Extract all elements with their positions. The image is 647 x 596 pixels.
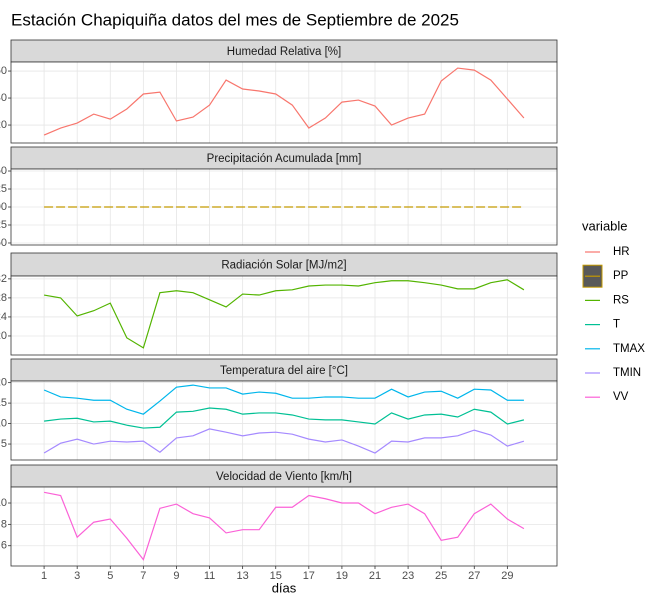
x-tick-label: 3	[74, 570, 80, 582]
series-line	[44, 407, 525, 429]
x-tick-label: 25	[435, 570, 447, 582]
y-tick-label: 60	[0, 65, 7, 77]
series-line	[43, 279, 525, 349]
facet-title: Precipitación Acumulada [mm]	[207, 153, 362, 165]
x-tick-label: 23	[402, 570, 414, 582]
y-tick-label: 0.000	[0, 201, 7, 213]
y-tick-label: 20	[0, 330, 7, 342]
panel-border	[10, 168, 558, 246]
y-tick-label: 0.025	[0, 183, 7, 195]
panel-border	[10, 380, 558, 461]
panel	[11, 276, 557, 355]
x-tick-label: 27	[468, 570, 480, 582]
y-tick-label: 40	[0, 92, 7, 104]
x-tick-label: 1	[41, 570, 47, 582]
legend-label: TMIN	[613, 367, 641, 379]
panel	[11, 62, 557, 143]
facet-title: Temperatura del aire [°C]	[220, 365, 348, 377]
x-tick-label: 5	[107, 570, 113, 582]
x-tick-label: 7	[140, 570, 146, 582]
y-tick-label: 5	[1, 438, 7, 450]
y-tick-label: 10	[0, 417, 7, 429]
y-tick-label: 28	[0, 292, 7, 304]
panel-border	[10, 486, 558, 567]
y-tick-label: 20	[0, 119, 7, 131]
legend-label: PP	[613, 270, 629, 282]
y-tick-label: 24	[0, 311, 7, 323]
legend-label: T	[613, 319, 620, 331]
x-tick-label: 19	[336, 570, 348, 582]
y-tick-label: 32	[0, 273, 7, 285]
x-tick-label: 17	[303, 570, 315, 582]
y-tick-label: 0.050	[0, 165, 7, 177]
facet-title: Radiación Solar [MJ/m2]	[221, 260, 346, 272]
x-axis-label: días	[272, 580, 297, 595]
series-line	[43, 428, 525, 454]
chart-title: Estación Chapiquiña datos del mes de Sep…	[11, 10, 459, 29]
x-tick-label: 13	[237, 570, 249, 582]
y-tick-label: -0.025	[0, 219, 7, 231]
y-tick-label: 20	[0, 377, 7, 389]
legend-title: variable	[582, 218, 628, 233]
series-line	[43, 384, 524, 415]
panel	[11, 381, 557, 460]
facet-title: Humedad Relativa [%]	[227, 46, 341, 58]
x-tick-label: 9	[173, 570, 179, 582]
facet-title: Velocidad de Viento [km/h]	[216, 471, 352, 483]
y-tick-label: 10	[0, 497, 7, 509]
panel-border	[10, 61, 558, 144]
y-tick-label: 8	[1, 518, 7, 530]
x-tick-label: 29	[501, 570, 513, 582]
legend-label: VV	[613, 391, 629, 403]
series-line	[43, 491, 525, 561]
x-tick-label: 11	[204, 570, 215, 582]
y-tick-label: -0.050	[0, 237, 7, 249]
panel-border	[10, 275, 558, 356]
x-tick-label: 15	[270, 570, 282, 582]
x-tick-label: 21	[369, 570, 381, 582]
y-tick-label: 6	[1, 540, 7, 552]
y-tick-label: 15	[0, 397, 7, 409]
series-line	[43, 67, 525, 136]
legend-label: RS	[613, 294, 629, 306]
legend-label: TMAX	[613, 343, 645, 355]
panel	[11, 487, 557, 566]
legend-label: HR	[613, 246, 630, 258]
